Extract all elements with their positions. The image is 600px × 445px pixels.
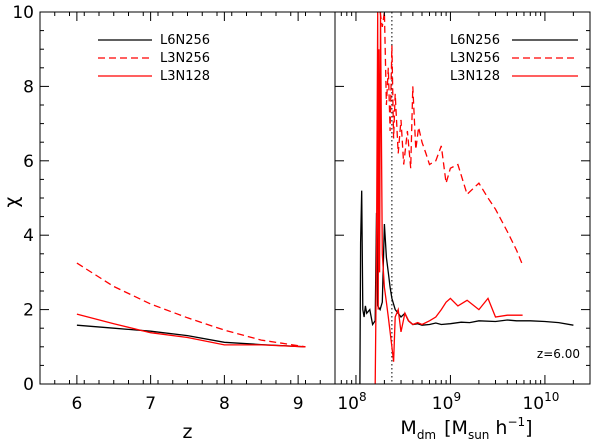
xlabel-unit-h: h <box>495 417 507 439</box>
right-x-tick-label: 108 <box>337 390 366 414</box>
right-series-group <box>359 12 574 384</box>
left-y-axis-title: χ <box>1 196 23 207</box>
left-panel: 6 7 8 9 0 2 4 6 8 10 L6N256 L3N256 L3N128 z χ <box>1 3 336 443</box>
left-legend-label-l3n256: L3N256 <box>160 51 210 66</box>
xlabel-unit-open: [M <box>444 417 468 439</box>
right-x-tick-label: 109 <box>432 390 461 414</box>
redshift-annotation: z=6.00 <box>537 347 580 361</box>
left-series-line-l6n256 <box>76 324 306 348</box>
left-x-axis-title: z <box>183 421 193 443</box>
right-panel: 108 109 1010 L6N256 L3N256 L3N128 z=6.00 Mdm… <box>334 11 591 442</box>
left-y-tick-label: 8 <box>23 77 34 97</box>
left-series-line-l3n128 <box>76 313 306 348</box>
left-x-tick-label: 7 <box>145 394 156 414</box>
left-y-tick-label: 10 <box>12 3 34 23</box>
xlabel-unit-close: ] <box>525 417 532 439</box>
right-x-tick-label: 1010 <box>522 390 559 414</box>
left-legend-label-l6n256: L6N256 <box>160 33 210 48</box>
right-ticks: 108 109 1010 <box>335 11 590 414</box>
left-legend: L6N256 L3N256 L3N128 <box>98 33 210 84</box>
left-x-tick-label: 6 <box>71 394 82 414</box>
right-legend-label-l3n256: L3N256 <box>450 51 500 66</box>
left-plot-frame <box>39 11 336 385</box>
left-legend-label-l3n128: L3N128 <box>160 69 210 84</box>
xlabel-main: M <box>400 417 416 439</box>
xlabel-unit-sub: sun <box>468 428 489 442</box>
right-x-axis-title: Mdm [Msun h−1] <box>400 415 532 442</box>
left-x-tick-label: 8 <box>219 394 230 414</box>
left-series-line-l3n256 <box>76 262 306 348</box>
left-series-group <box>76 262 306 348</box>
right-legend-label-l6n256: L6N256 <box>450 33 500 48</box>
xlabel-unit-exp: −1 <box>507 415 525 429</box>
left-y-tick-label: 2 <box>23 301 34 321</box>
left-ticks: 6 7 8 9 0 2 4 6 8 10 <box>12 3 336 414</box>
right-legend: L6N256 L3N256 L3N128 <box>450 33 578 84</box>
right-legend-label-l3n128: L3N128 <box>450 69 500 84</box>
left-y-tick-label: 0 <box>23 375 34 395</box>
right-plot-frame <box>334 11 591 385</box>
left-x-tick-label: 9 <box>293 394 304 414</box>
right-series-line-l3n256 <box>379 12 524 266</box>
left-y-tick-label: 4 <box>23 226 34 246</box>
xlabel-main-sub: dm <box>417 428 436 442</box>
right-series-line-l3n128 <box>374 12 523 384</box>
left-y-tick-label: 6 <box>23 152 34 172</box>
